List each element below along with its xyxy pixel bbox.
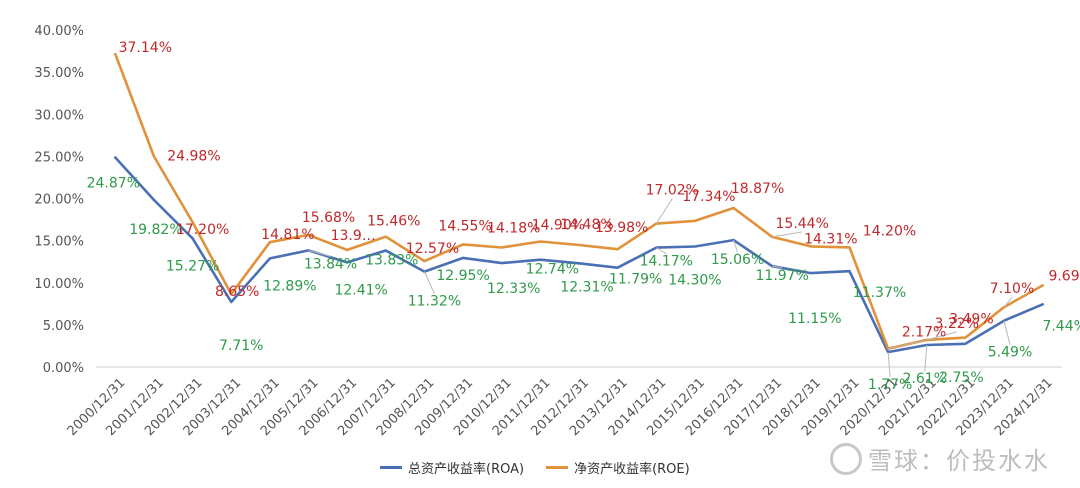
roe-data-label: 17.20%	[176, 222, 229, 238]
roe-data-label: 17.02%	[646, 183, 699, 199]
roe-data-label: 18.87%	[731, 181, 784, 197]
legend-label-roe: 净资产收益率(ROE)	[574, 462, 690, 477]
roa-data-label: 5.49%	[988, 345, 1032, 361]
y-tick-label: 20.00%	[34, 193, 84, 208]
roa-data-label: 7.71%	[219, 338, 263, 354]
roe-data-label: 15.46%	[367, 214, 420, 230]
roe-data-label: 14.48%	[560, 217, 613, 233]
y-tick-label: 35.00%	[34, 66, 84, 81]
roa-data-label: 13.84%	[304, 256, 357, 272]
roa-data-label: 24.87%	[87, 175, 140, 191]
roa-data-label: 7.44%	[1042, 318, 1080, 334]
roa-data-label: 1.77%	[868, 377, 912, 393]
roa-leader-line	[733, 239, 739, 253]
roa-data-label: 19.82%	[129, 222, 182, 238]
y-tick-label: 40.00%	[34, 24, 84, 39]
legend-swatch-roa	[380, 466, 402, 469]
roe-leader-line	[655, 198, 673, 224]
roe-data-label: 13.98%	[595, 220, 648, 236]
roe-leader-line	[926, 331, 957, 341]
roa-leader-line	[772, 265, 783, 269]
roa-data-label: 12.33%	[487, 281, 540, 297]
legend-item-roe[interactable]: 净资产收益率(ROE)	[546, 458, 690, 477]
y-tick-label: 15.00%	[34, 235, 84, 250]
roe-data-label: 12.57%	[406, 241, 459, 257]
roa-data-label: 11.97%	[756, 268, 809, 284]
roe-data-label: 14.18%	[487, 221, 540, 237]
roa-data-label: 11.79%	[609, 272, 662, 288]
roe-data-label: 14.81%	[261, 227, 314, 243]
roe-data-label: 15.44%	[776, 216, 829, 232]
roa-data-label: 12.31%	[560, 279, 613, 295]
roe-data-label: 37.14%	[119, 40, 172, 56]
roe-data-label: 14.31%	[804, 231, 857, 247]
series-lines	[114, 52, 1044, 354]
y-tick-label: 5.00%	[43, 319, 84, 334]
roe-data-label: 14.90%	[532, 217, 585, 233]
y-axis: 0.00% 5.00% 10.00% 15.00% 20.00% 25.00% 30.00%…	[34, 24, 84, 376]
roa-data-label: 2.75%	[939, 370, 983, 386]
roe-data-label: 3.22%	[935, 316, 979, 332]
roe-data-label: 13.9…	[331, 228, 376, 244]
roa-data-label: 11.15%	[788, 311, 841, 327]
roe-data-label: 14.55%	[438, 218, 491, 234]
data-labels: 24.87% 19.82% 15.27% 7.71% 12.89% 13.84% 12.41…	[87, 40, 1080, 393]
roa-data-label: 12.41%	[334, 282, 387, 298]
roa-data-label: 11.32%	[408, 294, 461, 310]
roe-data-label: 17.34%	[682, 189, 735, 205]
roe-series-line	[114, 52, 1044, 351]
roe-data-label: 8.65%	[215, 284, 259, 300]
roa-data-label: 13.83%	[365, 252, 418, 268]
roa-data-label: 12.74%	[526, 262, 579, 278]
roe-data-label: 24.98%	[167, 149, 220, 165]
roa-leader-line	[423, 271, 435, 294]
roa-leader-line	[924, 344, 928, 372]
roa-leader-line	[887, 352, 891, 378]
legend-swatch-roe	[546, 466, 569, 469]
y-tick-label: 25.00%	[34, 150, 84, 165]
y-tick-label: 30.00%	[34, 108, 84, 123]
legend: 总资产收益率(ROA) 净资产收益率(ROE)	[380, 458, 690, 477]
roe-data-label: 9.69%	[1048, 268, 1080, 284]
roa-leader-line	[1003, 320, 1011, 345]
roe-data-label: 14.20%	[863, 223, 916, 239]
roa-data-label: 2.61%	[903, 371, 947, 387]
roa-data-label: 12.95%	[436, 268, 489, 284]
roa-data-label: 14.17%	[640, 254, 693, 270]
roe-leader-line	[772, 231, 803, 238]
snowball-logo-icon	[830, 442, 862, 475]
roa-data-label: 11.37%	[853, 285, 906, 301]
roa-data-label: 15.27%	[166, 258, 219, 274]
roe-leader-line	[1003, 296, 1013, 308]
y-tick-label: 10.00%	[34, 277, 84, 292]
watermark-text: 雪球：价投水水	[868, 447, 1050, 475]
roe-data-label: 2.17%	[902, 325, 946, 341]
roe-data-label: 3.49%	[949, 312, 993, 328]
roe-data-label: 15.68%	[302, 210, 355, 226]
roa-leader-line	[656, 247, 667, 255]
roe-leader-line	[888, 340, 925, 350]
roa-data-label: 15.06%	[711, 252, 764, 268]
roa-data-label: 12.89%	[263, 278, 316, 294]
line-chart: 0.00% 5.00% 10.00% 15.00% 20.00% 25.00% 30.00%…	[34, 24, 1080, 439]
roa-series-line	[114, 156, 1044, 354]
roe-data-label: 7.10%	[990, 281, 1034, 297]
roa-data-label: 14.30%	[668, 273, 721, 289]
y-tick-label: 0.00%	[43, 361, 84, 376]
legend-label-roa: 总资产收益率(ROA)	[408, 462, 525, 477]
leader-lines	[308, 198, 1013, 378]
legend-item-roa[interactable]: 总资产收益率(ROA)	[380, 458, 524, 477]
roa-leader-line	[308, 249, 331, 257]
watermark: 雪球：价投水水	[830, 441, 1050, 476]
